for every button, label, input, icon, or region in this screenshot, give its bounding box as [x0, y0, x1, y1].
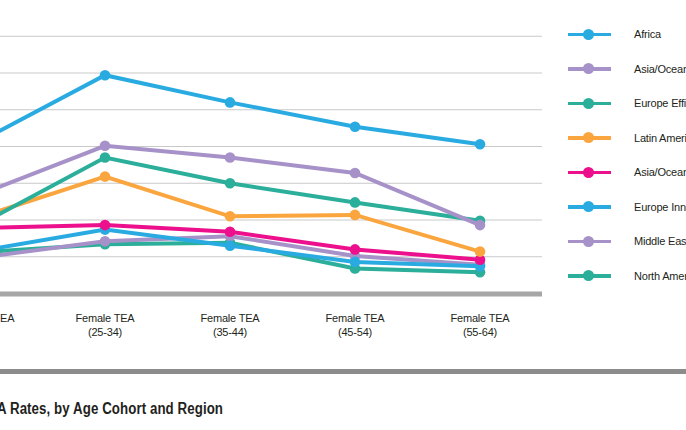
- legend-marker-dot: [583, 29, 594, 40]
- chart-series-point: [475, 220, 486, 231]
- legend-marker-dot: [583, 98, 594, 109]
- chart-figure: EAFemale TEA(25-34)Female TEA(35-44)Fema…: [0, 0, 686, 430]
- legend-item: Asia/Oceania: [568, 63, 686, 75]
- chart-series-point: [225, 211, 236, 222]
- legend-marker-dot: [583, 236, 594, 247]
- legend-label: Asia/Oceania: [634, 63, 686, 75]
- chart-series-point: [475, 139, 486, 150]
- legend-label: Europe Innov: [634, 201, 686, 213]
- chart-series-point: [100, 171, 111, 182]
- legend-item: Asia/Oceania: [568, 166, 686, 178]
- chart-series-point: [100, 236, 111, 247]
- chart-series-point: [350, 257, 361, 268]
- legend-marker-dot: [583, 201, 594, 212]
- chart-series-point: [225, 178, 236, 189]
- legend-item: Middle Easte: [568, 235, 686, 247]
- legend-label: North Americ: [634, 270, 686, 282]
- x-axis-label-line2: (35-44): [165, 326, 295, 340]
- legend-label: Africa: [634, 28, 661, 40]
- chart-series-point: [475, 246, 486, 257]
- x-axis-label: Female TEA(35-44): [165, 312, 295, 339]
- legend-marker-dot: [583, 63, 594, 74]
- legend-item: Africa: [568, 28, 686, 40]
- legend-marker-dot: [583, 270, 594, 281]
- legend-marker-dot: [583, 132, 594, 143]
- x-axis-label-line1: Female TEA: [165, 312, 295, 326]
- x-axis-label: Female TEA(45-54): [290, 312, 420, 339]
- chart-series-point: [225, 240, 236, 251]
- x-axis-label-line2: (55-64): [415, 326, 545, 340]
- legend-label: Asia/Oceania: [634, 166, 686, 178]
- legend-item: Europe Innov: [568, 201, 686, 213]
- chart-series-point: [100, 70, 111, 81]
- legend-item: Europe Efficie: [568, 97, 686, 109]
- chart-series-point: [100, 152, 111, 163]
- separator-line: [0, 369, 686, 374]
- chart-series-point: [350, 210, 361, 221]
- figure-caption: A Rates, by Age Cohort and Region: [0, 400, 223, 418]
- line-chart: [0, 0, 545, 300]
- chart-series-point: [350, 121, 361, 132]
- chart-series-point: [350, 197, 361, 208]
- x-axis-label-fragment: EA: [0, 312, 30, 326]
- chart-series-point: [350, 244, 361, 255]
- chart-series-point: [225, 152, 236, 163]
- chart-series-line: [0, 177, 480, 252]
- legend-marker-dot: [583, 167, 594, 178]
- legend-item: North Americ: [568, 270, 686, 282]
- chart-series-point: [100, 141, 111, 152]
- legend-item: Latin America: [568, 132, 686, 144]
- legend-label: Europe Efficie: [634, 97, 686, 109]
- x-axis-label-line2: (25-34): [40, 326, 170, 340]
- chart-series-line: [0, 236, 480, 265]
- x-axis-label-line1: Female TEA: [290, 312, 420, 326]
- x-axis-label-line1: Female TEA: [40, 312, 170, 326]
- chart-series-point: [225, 97, 236, 108]
- x-axis-label: Female TEA(55-64): [415, 312, 545, 339]
- x-axis-label-line1: Female TEA: [415, 312, 545, 326]
- chart-series-point: [100, 220, 111, 231]
- x-axis-label-line1: EA: [0, 312, 30, 326]
- x-axis-label: Female TEA(25-34): [40, 312, 170, 339]
- legend-label: Latin America: [634, 132, 686, 144]
- chart-series-point: [350, 168, 361, 179]
- x-axis-label-line2: (45-54): [290, 326, 420, 340]
- chart-x-axis-line: [0, 292, 542, 297]
- chart-series-point: [225, 227, 236, 238]
- legend-label: Middle Easte: [634, 235, 686, 247]
